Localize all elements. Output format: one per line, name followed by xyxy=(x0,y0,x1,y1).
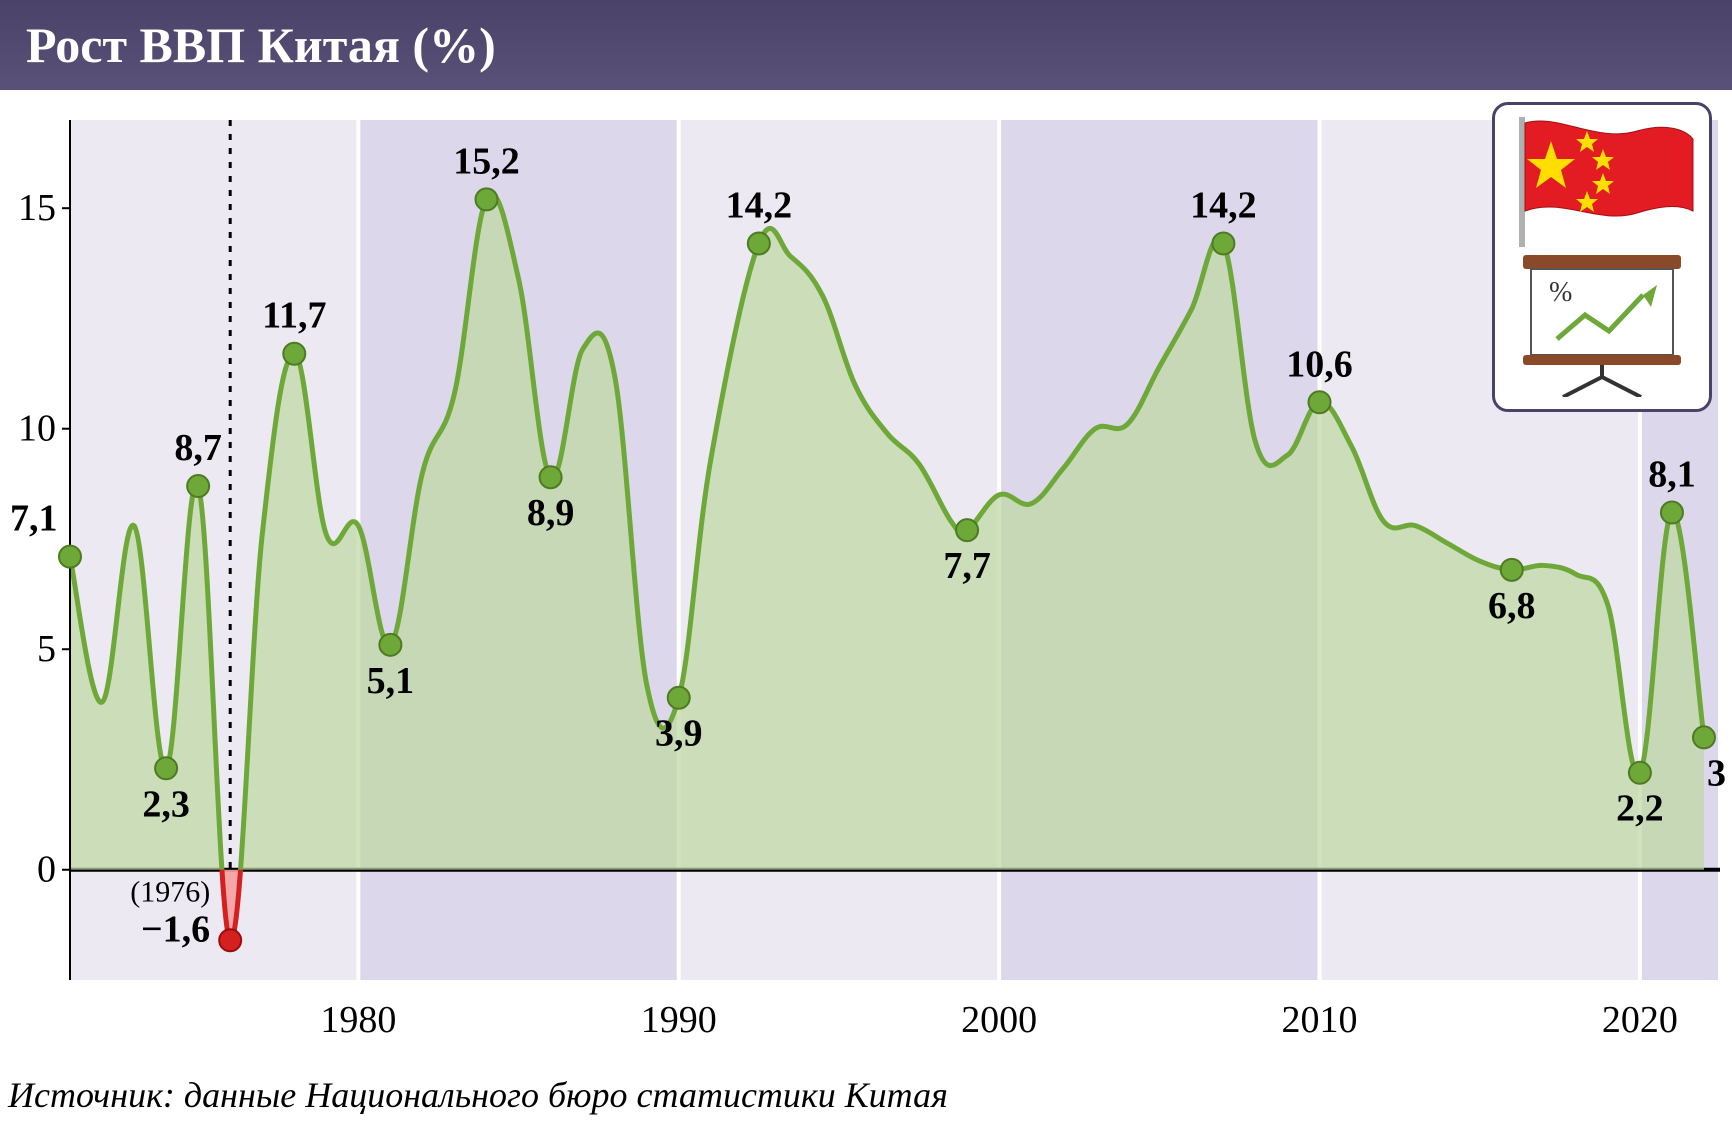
svg-text:15: 15 xyxy=(18,187,56,229)
svg-text:8,9: 8,9 xyxy=(527,492,575,534)
svg-text:1980: 1980 xyxy=(320,999,396,1041)
svg-text:14,2: 14,2 xyxy=(1190,184,1257,226)
svg-text:(1976): (1976) xyxy=(130,876,210,909)
svg-text:2010: 2010 xyxy=(1282,999,1358,1041)
chart-area: 7,1 2,3 8,7 (1976)−1,6 11,7 5,1 15,2 8,9 3,9 14,2… xyxy=(0,90,1732,1070)
chart-title: Рост ВВП Китая (%) xyxy=(26,16,496,74)
svg-text:2,3: 2,3 xyxy=(142,783,190,825)
svg-text:14,2: 14,2 xyxy=(726,184,793,226)
svg-text:15,2: 15,2 xyxy=(453,140,520,182)
svg-text:7,1: 7,1 xyxy=(10,498,58,540)
china-flag-icon xyxy=(1507,117,1697,247)
svg-text:3,9: 3,9 xyxy=(655,713,703,755)
svg-text:5,1: 5,1 xyxy=(367,660,415,702)
chart-svg: 7,1 2,3 8,7 (1976)−1,6 11,7 5,1 15,2 8,9 3,9 14,2… xyxy=(0,90,1732,1070)
svg-text:10: 10 xyxy=(18,408,56,450)
svg-text:−1,6: −1,6 xyxy=(141,909,210,951)
percent-symbol: % xyxy=(1549,277,1572,308)
svg-text:2,2: 2,2 xyxy=(1616,788,1664,830)
svg-text:6,8: 6,8 xyxy=(1488,585,1536,627)
svg-text:5: 5 xyxy=(37,628,56,670)
svg-text:8,1: 8,1 xyxy=(1648,454,1696,496)
source-text: Источник: данные Национального бюро стат… xyxy=(8,1074,948,1116)
svg-text:8,7: 8,7 xyxy=(174,427,222,469)
presentation-board-icon: % xyxy=(1507,247,1697,397)
svg-text:2020: 2020 xyxy=(1602,999,1678,1041)
svg-text:11,7: 11,7 xyxy=(262,295,326,337)
svg-text:0: 0 xyxy=(37,849,56,891)
title-bar: Рост ВВП Китая (%) xyxy=(0,0,1732,90)
icon-box: % xyxy=(1492,102,1712,412)
chart-container: Рост ВВП Китая (%) 7,1 2,3 8,7 (1976)−1,6 11… xyxy=(0,0,1732,1126)
svg-text:1990: 1990 xyxy=(641,999,717,1041)
svg-text:3: 3 xyxy=(1707,752,1726,794)
svg-text:2000: 2000 xyxy=(961,999,1037,1041)
svg-text:10,6: 10,6 xyxy=(1286,343,1353,385)
svg-text:7,7: 7,7 xyxy=(943,545,991,587)
